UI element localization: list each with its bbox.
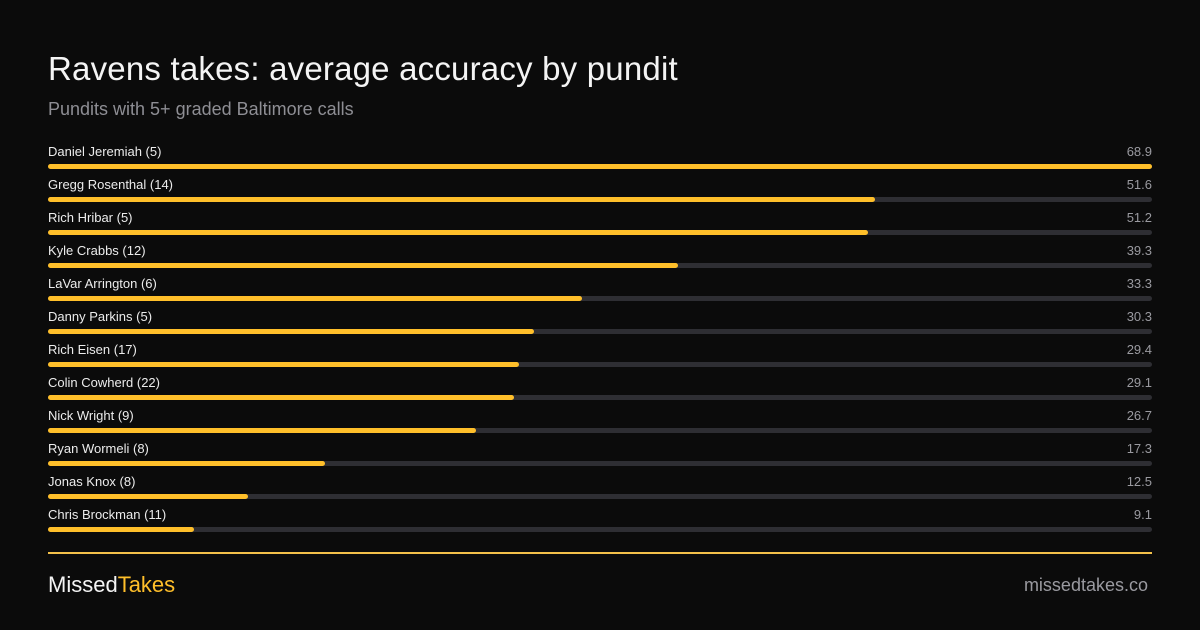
bar-value-label: 9.1 [1133, 507, 1152, 522]
bar-value-label: 39.3 [1126, 243, 1152, 258]
bar-row: LaVar Arrington (6) 33.3 [48, 276, 1152, 309]
chart-title: Ravens takes: average accuracy by pundit [48, 50, 678, 87]
bar-label: Danny Parkins (5) [48, 309, 153, 324]
bar-label: Jonas Knox (8) [48, 474, 136, 489]
bar-value-label: 51.6 [1126, 177, 1152, 192]
bar-row: Rich Eisen (17) 29.4 [48, 342, 1152, 375]
bar-row: Gregg Rosenthal (14) 51.6 [48, 177, 1152, 210]
bar-label: Rich Eisen (17) [48, 342, 137, 357]
brand-name-part2: Takes [117, 572, 176, 597]
bar-track [48, 230, 1152, 235]
bar-label: Ryan Wormeli (8) [48, 441, 149, 456]
bar-value-label: 29.1 [1126, 375, 1152, 390]
bar [48, 395, 515, 400]
bar-row: Chris Brockman (11) 9.1 [48, 507, 1152, 540]
chart-subtitle: Pundits with 5+ graded Baltimore calls [48, 99, 354, 119]
bar-value-label: 12.5 [1126, 474, 1152, 489]
bar-track [48, 494, 1152, 499]
bar-chart: Daniel Jeremiah (5) 68.9 Gregg Rosenthal (… [48, 144, 1152, 540]
bar-track [48, 428, 1152, 433]
bar-label: Kyle Crabbs (12) [48, 243, 146, 258]
bar [48, 263, 678, 268]
bar-row: Jonas Knox (8) 12.5 [48, 474, 1152, 507]
bar-track [48, 164, 1152, 169]
bar-label: LaVar Arrington (6) [48, 276, 157, 291]
bar-value-label: 26.7 [1126, 408, 1152, 423]
bar [48, 362, 520, 367]
bar-track [48, 263, 1152, 268]
bar [48, 296, 582, 301]
brand-logo: MissedTakes [48, 572, 175, 598]
bar [48, 461, 326, 466]
bar [48, 428, 476, 433]
bar-value-label: 68.9 [1126, 144, 1152, 159]
bar-track [48, 197, 1152, 202]
bar [48, 164, 1152, 169]
bar-row: Danny Parkins (5) 30.3 [48, 309, 1152, 342]
bar-row: Daniel Jeremiah (5) 68.9 [48, 144, 1152, 177]
site-url: missedtakes.co [1023, 575, 1148, 595]
bar-track [48, 461, 1152, 466]
bar-label: Chris Brockman (11) [48, 507, 167, 522]
bar-row: Kyle Crabbs (12) 39.3 [48, 243, 1152, 276]
bar-label: Rich Hribar (5) [48, 210, 133, 225]
bar-track [48, 362, 1152, 367]
bar-value-label: 29.4 [1126, 342, 1152, 357]
footer-divider [48, 552, 1152, 554]
bar-label: Colin Cowherd (22) [48, 375, 160, 390]
bar-label: Gregg Rosenthal (14) [48, 177, 174, 192]
bar-track [48, 527, 1152, 532]
bar-row: Rich Hribar (5) 51.2 [48, 210, 1152, 243]
bar-row: Colin Cowherd (22) 29.1 [48, 375, 1152, 408]
bar [48, 197, 875, 202]
bar-row: Nick Wright (9) 26.7 [48, 408, 1152, 441]
bar-label: Nick Wright (9) [48, 408, 134, 423]
bar-value-label: 30.3 [1126, 309, 1152, 324]
bar-track [48, 296, 1152, 301]
bar-value-label: 17.3 [1126, 441, 1152, 456]
bar-label: Daniel Jeremiah (5) [48, 144, 162, 159]
bar-value-label: 51.2 [1126, 210, 1152, 225]
bar-value-label: 33.3 [1126, 276, 1152, 291]
bar [48, 527, 194, 532]
bar-track [48, 395, 1152, 400]
bar [48, 329, 534, 334]
bar-track [48, 329, 1152, 334]
bar-row: Ryan Wormeli (8) 17.3 [48, 441, 1152, 474]
bar [48, 494, 249, 499]
brand-name-part1: Missed [48, 572, 118, 597]
bar [48, 230, 869, 235]
